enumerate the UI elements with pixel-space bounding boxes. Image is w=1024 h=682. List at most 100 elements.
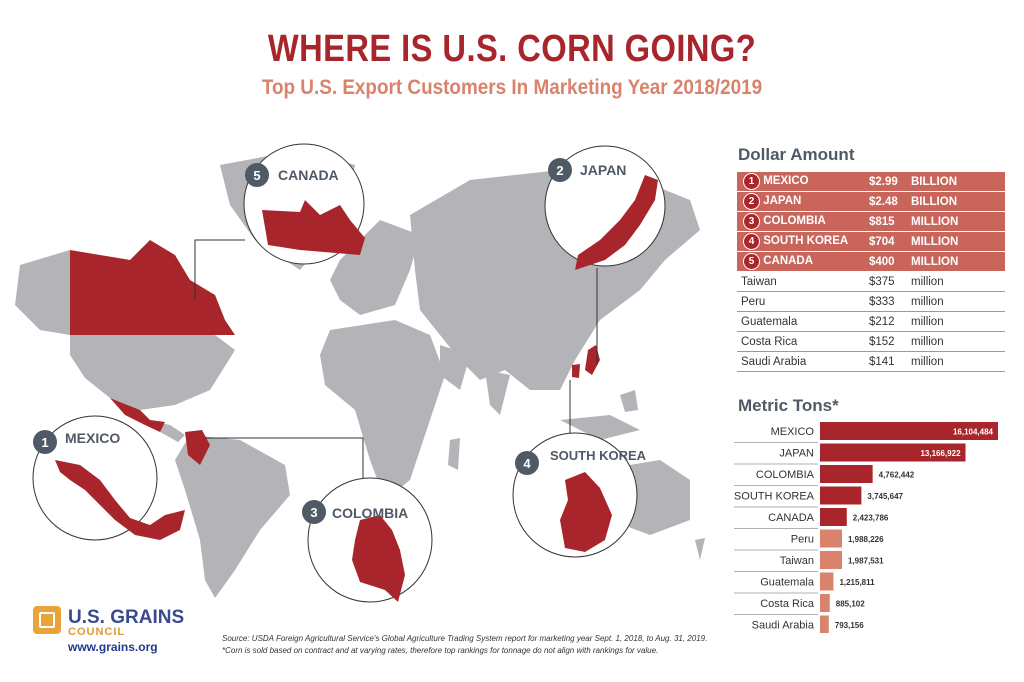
callout-rank: 4 [523, 456, 531, 471]
callout-rank: 3 [310, 505, 317, 520]
dollar-row: 3 COLOMBIA $815 MILLION [737, 211, 1005, 232]
callout-canada: 5 CANADA [243, 143, 365, 265]
tons-category-label: COLOMBIA [756, 469, 815, 481]
page-subtitle: Top U.S. Export Customers In Marketing Y… [261, 76, 763, 99]
dollar-unit: MILLION [911, 251, 1005, 272]
dollar-table: 1 MEXICO $2.99 BILLION 2 JAPAN $2.48 BILLION 3… [737, 172, 1005, 372]
callout-rank: 2 [556, 163, 563, 178]
callout-south-korea: 4 SOUTH KOREA [512, 432, 647, 558]
tons-bar [820, 572, 834, 591]
dollar-country-cell: 2 JAPAN [737, 191, 869, 212]
dollar-unit: million [911, 351, 1005, 372]
callout-connectors [194, 239, 598, 485]
dollar-amount: $704 [869, 231, 911, 252]
tons-category-label: Taiwan [780, 555, 814, 567]
callout-label: SOUTH KOREA [550, 448, 647, 463]
dollar-row: Saudi Arabia $141 million [737, 351, 1005, 372]
country-name: Taiwan [741, 275, 777, 288]
dollar-unit: MILLION [911, 231, 1005, 252]
callout-label: JAPAN [580, 162, 626, 178]
callout-rank: 5 [253, 168, 260, 183]
tons-value-label: 1,988,226 [848, 535, 884, 544]
callout-colombia: 3 COLOMBIA [302, 477, 433, 603]
tons-category-label: SOUTH KOREA [734, 491, 815, 503]
tons-bar [820, 551, 842, 569]
dollar-unit: million [911, 311, 1005, 332]
dollar-row: 2 JAPAN $2.48 BILLION [737, 191, 1005, 212]
tons-bar [820, 529, 842, 548]
tons-value-label: 1,987,531 [848, 557, 884, 566]
dollar-country-cell: Peru [737, 291, 869, 312]
tons-bar-chart: MEXICO 16,104,484 JAPAN 13,166,922 COLOMBIA 4… [734, 422, 998, 633]
dollar-amount: $815 [869, 211, 911, 232]
dollar-title: Dollar Amount [738, 145, 855, 164]
dollar-unit: million [911, 291, 1005, 312]
dollar-country-cell: 3 COLOMBIA [737, 211, 869, 232]
country-name: Costa Rica [741, 335, 798, 348]
country-name: Peru [741, 295, 766, 308]
grains-council-logo-icon [33, 606, 61, 634]
tons-category-label: Saudi Arabia [752, 620, 815, 632]
highlighted-countries [70, 240, 600, 465]
dollar-amount: $333 [869, 291, 911, 312]
dollar-amount: $212 [869, 311, 911, 332]
dollar-row: Taiwan $375 million [737, 271, 1005, 292]
dollar-amount: $2.48 [869, 191, 911, 212]
tons-value-label: 3,745,647 [867, 492, 903, 501]
tons-category-label: MEXICO [771, 426, 815, 438]
dollar-country-cell: 1 MEXICO [737, 172, 869, 192]
dollar-unit: BILLION [911, 172, 1005, 192]
rank-badge: 4 [743, 233, 760, 250]
footnote: *Corn is sold based on contract and at v… [222, 646, 659, 655]
tons-bar [820, 465, 873, 483]
callout-japan: 2 JAPAN [544, 145, 666, 270]
tons-category-label: JAPAN [779, 448, 814, 460]
dollar-country-cell: 5 CANADA [737, 251, 869, 272]
country-name: MEXICO [763, 175, 809, 187]
dollar-unit: million [911, 271, 1005, 292]
callout-rank: 1 [41, 435, 48, 450]
dollar-country-cell: Taiwan [737, 271, 869, 292]
dollar-unit: MILLION [911, 211, 1005, 232]
rank-badge: 5 [743, 253, 760, 270]
dollar-country-cell: Saudi Arabia [737, 351, 869, 372]
tons-bar [820, 422, 998, 440]
dollar-amount: $400 [869, 251, 911, 272]
tons-value-label: 2,423,786 [853, 514, 889, 523]
rank-badge: 2 [743, 193, 760, 210]
dollar-amount: $375 [869, 271, 911, 292]
tons-value-label: 4,762,442 [879, 471, 915, 480]
country-name: JAPAN [763, 195, 802, 207]
tons-value-label: 885,102 [836, 600, 865, 609]
source-note: Source: USDA Foreign Agricultural Servic… [222, 634, 708, 643]
logo-name: U.S. GRAINS [68, 607, 185, 628]
country-name: SOUTH KOREA [763, 235, 849, 247]
tons-value-label: 793,156 [835, 621, 864, 630]
dollar-row: Guatemala $212 million [737, 311, 1005, 332]
tons-category-label: Costa Rica [760, 598, 815, 610]
dollar-country-cell: Guatemala [737, 311, 869, 332]
country-name: COLOMBIA [763, 215, 826, 227]
dollar-country-cell: 4 SOUTH KOREA [737, 231, 869, 252]
tons-bar [820, 594, 830, 612]
tons-bar [820, 508, 847, 526]
tons-category-label: Peru [791, 534, 814, 546]
logo-council: COUNCIL [68, 626, 126, 638]
tons-bar [820, 486, 862, 505]
tons-category-label: Guatemala [760, 577, 815, 589]
website-link[interactable]: www.grains.org [68, 640, 158, 654]
dollar-unit: million [911, 331, 1005, 352]
tons-title: Metric Tons* [738, 396, 839, 415]
dollar-amount: $152 [869, 331, 911, 352]
tons-bar [820, 443, 966, 462]
dollar-row: 1 MEXICO $2.99 BILLION [737, 172, 1005, 192]
country-name: CANADA [763, 255, 814, 267]
tons-value-label: 13,166,922 [920, 449, 961, 458]
rank-badge: 3 [743, 213, 760, 230]
dollar-row: Costa Rica $152 million [737, 331, 1005, 352]
rank-badge: 1 [743, 173, 760, 190]
dollar-country-cell: Costa Rica [737, 331, 869, 352]
page-title: WHERE IS U.S. CORN GOING? [267, 28, 757, 70]
callout-label: COLOMBIA [332, 505, 408, 521]
callout-label: CANADA [278, 167, 339, 183]
